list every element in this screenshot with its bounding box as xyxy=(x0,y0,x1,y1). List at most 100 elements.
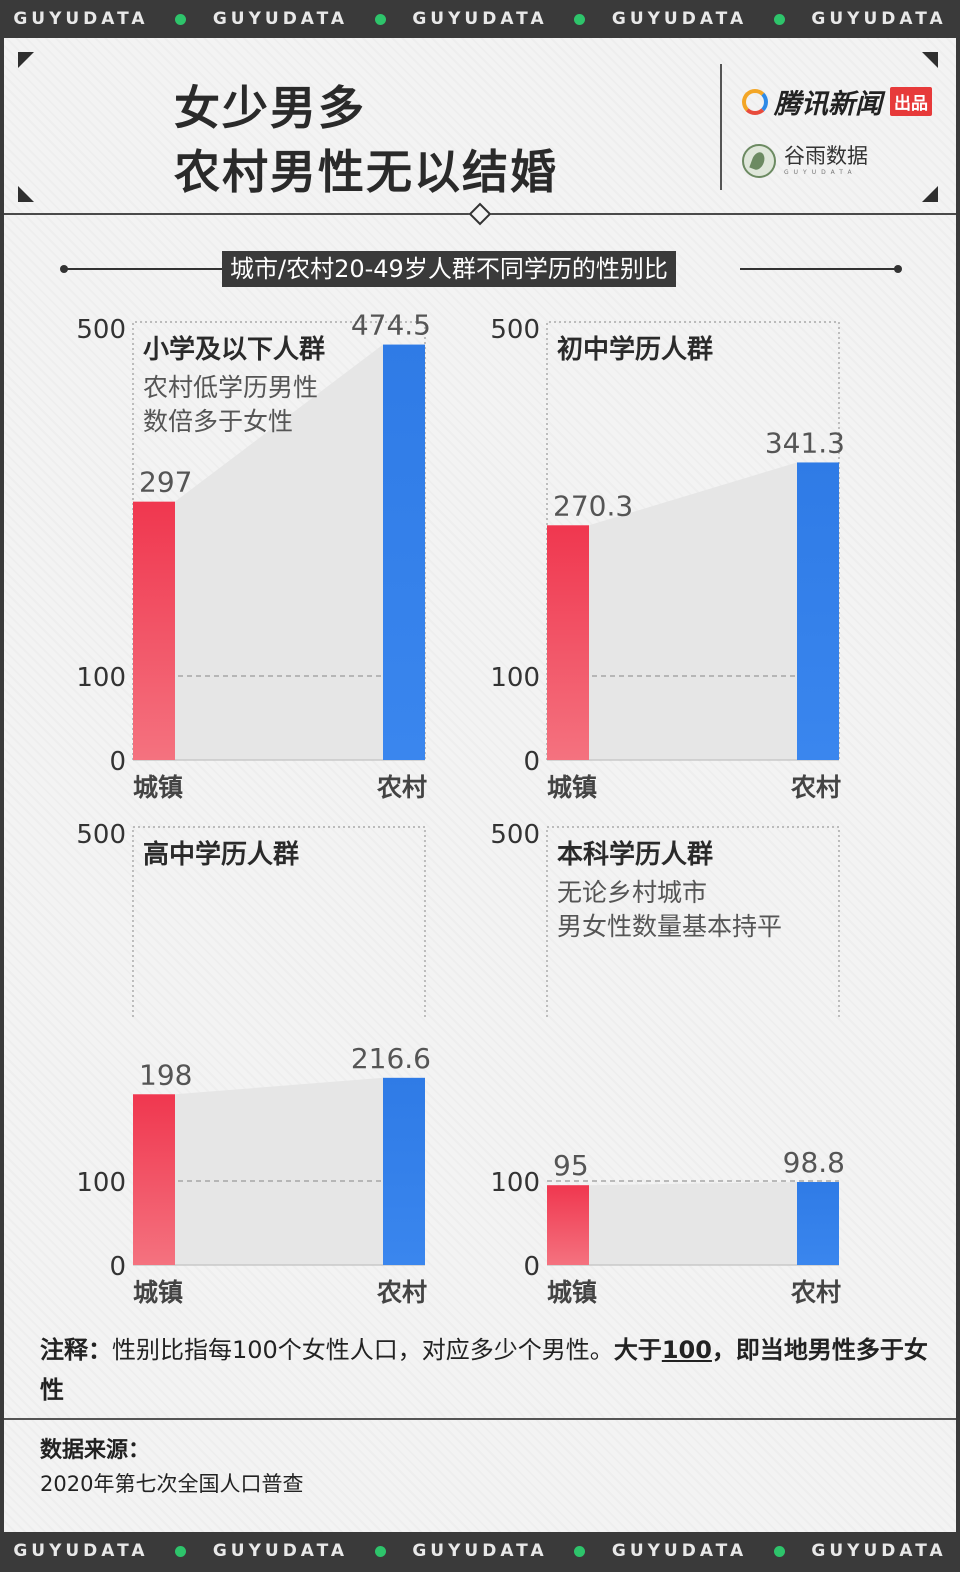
value-label-rural: 341.3 xyxy=(765,426,845,459)
category-label-rural: 农村 xyxy=(376,1278,427,1307)
category-label-rural: 农村 xyxy=(376,773,427,802)
connecting-area xyxy=(175,1077,383,1265)
note-bold-suffix: ，即当地男性多于女性 xyxy=(40,1336,928,1404)
y-tick-label: 500 xyxy=(490,315,540,345)
panel-note-line: 无论乡村城市 xyxy=(557,878,707,907)
source-value: 2020年第七次全国人口普查 xyxy=(40,1472,304,1496)
infographic-panel: 女少男多 农村男性无以结婚 腾讯新闻 出品 谷雨数据 GUYUDATA 城市/农… xyxy=(4,38,956,1532)
green-dot-icon xyxy=(574,13,586,25)
panel-title: 高中学历人群 xyxy=(143,839,299,870)
green-dot-icon xyxy=(175,13,187,25)
note-bold-prefix: 大于 xyxy=(613,1336,662,1364)
note-bold-number: 100 xyxy=(661,1336,712,1364)
bar-rural xyxy=(797,462,839,760)
bar-urban xyxy=(133,501,175,760)
bar-rural xyxy=(383,344,425,760)
ticker-text: GUYUDATA xyxy=(811,9,947,29)
y-tick-label: 100 xyxy=(76,1168,126,1198)
dot-icon xyxy=(894,265,902,273)
ticker-text: GUYUDATA xyxy=(811,1541,947,1561)
panel-title: 小学及以下人群 xyxy=(143,334,325,365)
ticker-text: GUYUDATA xyxy=(412,9,548,29)
note-label: 注释： xyxy=(40,1336,112,1364)
ticker-text: GUYUDATA xyxy=(13,1541,149,1561)
category-label-urban: 城镇 xyxy=(133,773,183,802)
green-dot-icon xyxy=(374,1545,386,1557)
y-tick-label: 100 xyxy=(490,663,540,693)
page-title-line1: 女少男多 xyxy=(174,81,366,135)
panel-note-line: 数倍多于女性 xyxy=(143,407,293,436)
panel-note-line: 农村低学历男性 xyxy=(143,373,318,402)
connecting-area xyxy=(589,1182,797,1265)
value-label-rural: 216.6 xyxy=(351,1042,431,1075)
bar-urban xyxy=(133,1094,175,1265)
y-tick-label: 0 xyxy=(523,747,540,777)
value-label-urban: 297 xyxy=(139,466,192,499)
bar-rural xyxy=(383,1077,425,1265)
value-label-rural: 474.5 xyxy=(351,309,431,342)
tencent-news-icon xyxy=(742,88,768,115)
ticker-text: GUYUDATA xyxy=(412,1541,548,1561)
connecting-area xyxy=(589,462,797,760)
value-label-rural: 98.8 xyxy=(783,1146,845,1179)
bar-urban xyxy=(547,525,589,760)
logo1-badge: 出品 xyxy=(890,87,932,116)
ticker-text: GUYUDATA xyxy=(611,9,748,29)
corner-mark-icon xyxy=(922,186,938,202)
page-title-line2: 农村男性无以结婚 xyxy=(174,145,558,199)
category-label-urban: 城镇 xyxy=(547,1278,597,1307)
panel-frame xyxy=(546,826,840,1017)
y-tick-label: 0 xyxy=(109,1252,126,1282)
panel-title: 初中学历人群 xyxy=(557,334,713,365)
tencent-news-logo: 腾讯新闻 出品 xyxy=(742,82,932,121)
y-tick-label: 500 xyxy=(76,315,126,345)
y-tick-label: 0 xyxy=(523,1252,540,1282)
ticker-text: GUYUDATA xyxy=(212,9,349,29)
value-label-urban: 95 xyxy=(553,1149,589,1182)
connecting-area xyxy=(175,344,383,760)
y-tick-label: 100 xyxy=(490,1168,540,1198)
header-divider xyxy=(720,64,722,190)
green-dot-icon xyxy=(773,13,785,25)
value-label-urban: 270.3 xyxy=(553,489,633,522)
bar-rural xyxy=(797,1182,839,1265)
y-tick-label: 0 xyxy=(109,747,126,777)
logo1-text: 腾讯新闻 xyxy=(774,89,882,120)
category-label-urban: 城镇 xyxy=(547,773,597,802)
ticker-text: GUYUDATA xyxy=(611,1541,748,1561)
y-tick-label: 500 xyxy=(76,820,126,850)
guyu-data-logo: 谷雨数据 GUYUDATA xyxy=(742,144,868,178)
logo2-text: 谷雨数据 xyxy=(784,144,868,168)
subtitle-rule-right xyxy=(740,268,898,270)
footnote: 注释：性别比指每100个女性人口，对应多少个男性。大于100，即当地男性多于女性 xyxy=(40,1330,930,1410)
panel-note-line: 男女性数量基本持平 xyxy=(557,912,782,941)
ticker-text: GUYUDATA xyxy=(212,1541,349,1561)
footer-rule xyxy=(4,1418,956,1420)
category-label-urban: 城镇 xyxy=(133,1278,183,1307)
green-dot-icon xyxy=(175,1545,187,1557)
corner-mark-icon xyxy=(18,186,34,202)
ticker-text: GUYUDATA xyxy=(13,9,149,29)
subtitle-rule-left xyxy=(64,268,224,270)
green-dot-icon xyxy=(374,13,386,25)
green-dot-icon xyxy=(773,1545,785,1557)
green-dot-icon xyxy=(574,1545,586,1557)
top-ticker-banner: GUYUDATA GUYUDATA GUYUDATA GUYUDATA GUYU… xyxy=(0,0,960,38)
corner-mark-icon xyxy=(18,52,34,68)
y-tick-label: 500 xyxy=(490,820,540,850)
corner-mark-icon xyxy=(922,52,938,68)
value-label-urban: 198 xyxy=(139,1058,192,1091)
chart-subtitle: 城市/农村20-49岁人群不同学历的性别比 xyxy=(222,251,676,287)
bottom-ticker-banner: GUYUDATA GUYUDATA GUYUDATA GUYUDATA GUYU… xyxy=(0,1532,960,1570)
y-tick-label: 100 xyxy=(76,663,126,693)
logo2-subtext: GUYUDATA xyxy=(784,169,857,176)
note-text: 性别比指每100个女性人口，对应多少个男性。 xyxy=(112,1336,614,1364)
guyu-leaf-icon xyxy=(742,144,776,178)
source-label: 数据来源： xyxy=(40,1438,151,1463)
bar-urban xyxy=(547,1185,589,1265)
panel-frame xyxy=(132,826,426,1017)
category-label-rural: 农村 xyxy=(790,1278,841,1307)
panel-title: 本科学历人群 xyxy=(557,839,713,870)
category-label-rural: 农村 xyxy=(790,773,841,802)
